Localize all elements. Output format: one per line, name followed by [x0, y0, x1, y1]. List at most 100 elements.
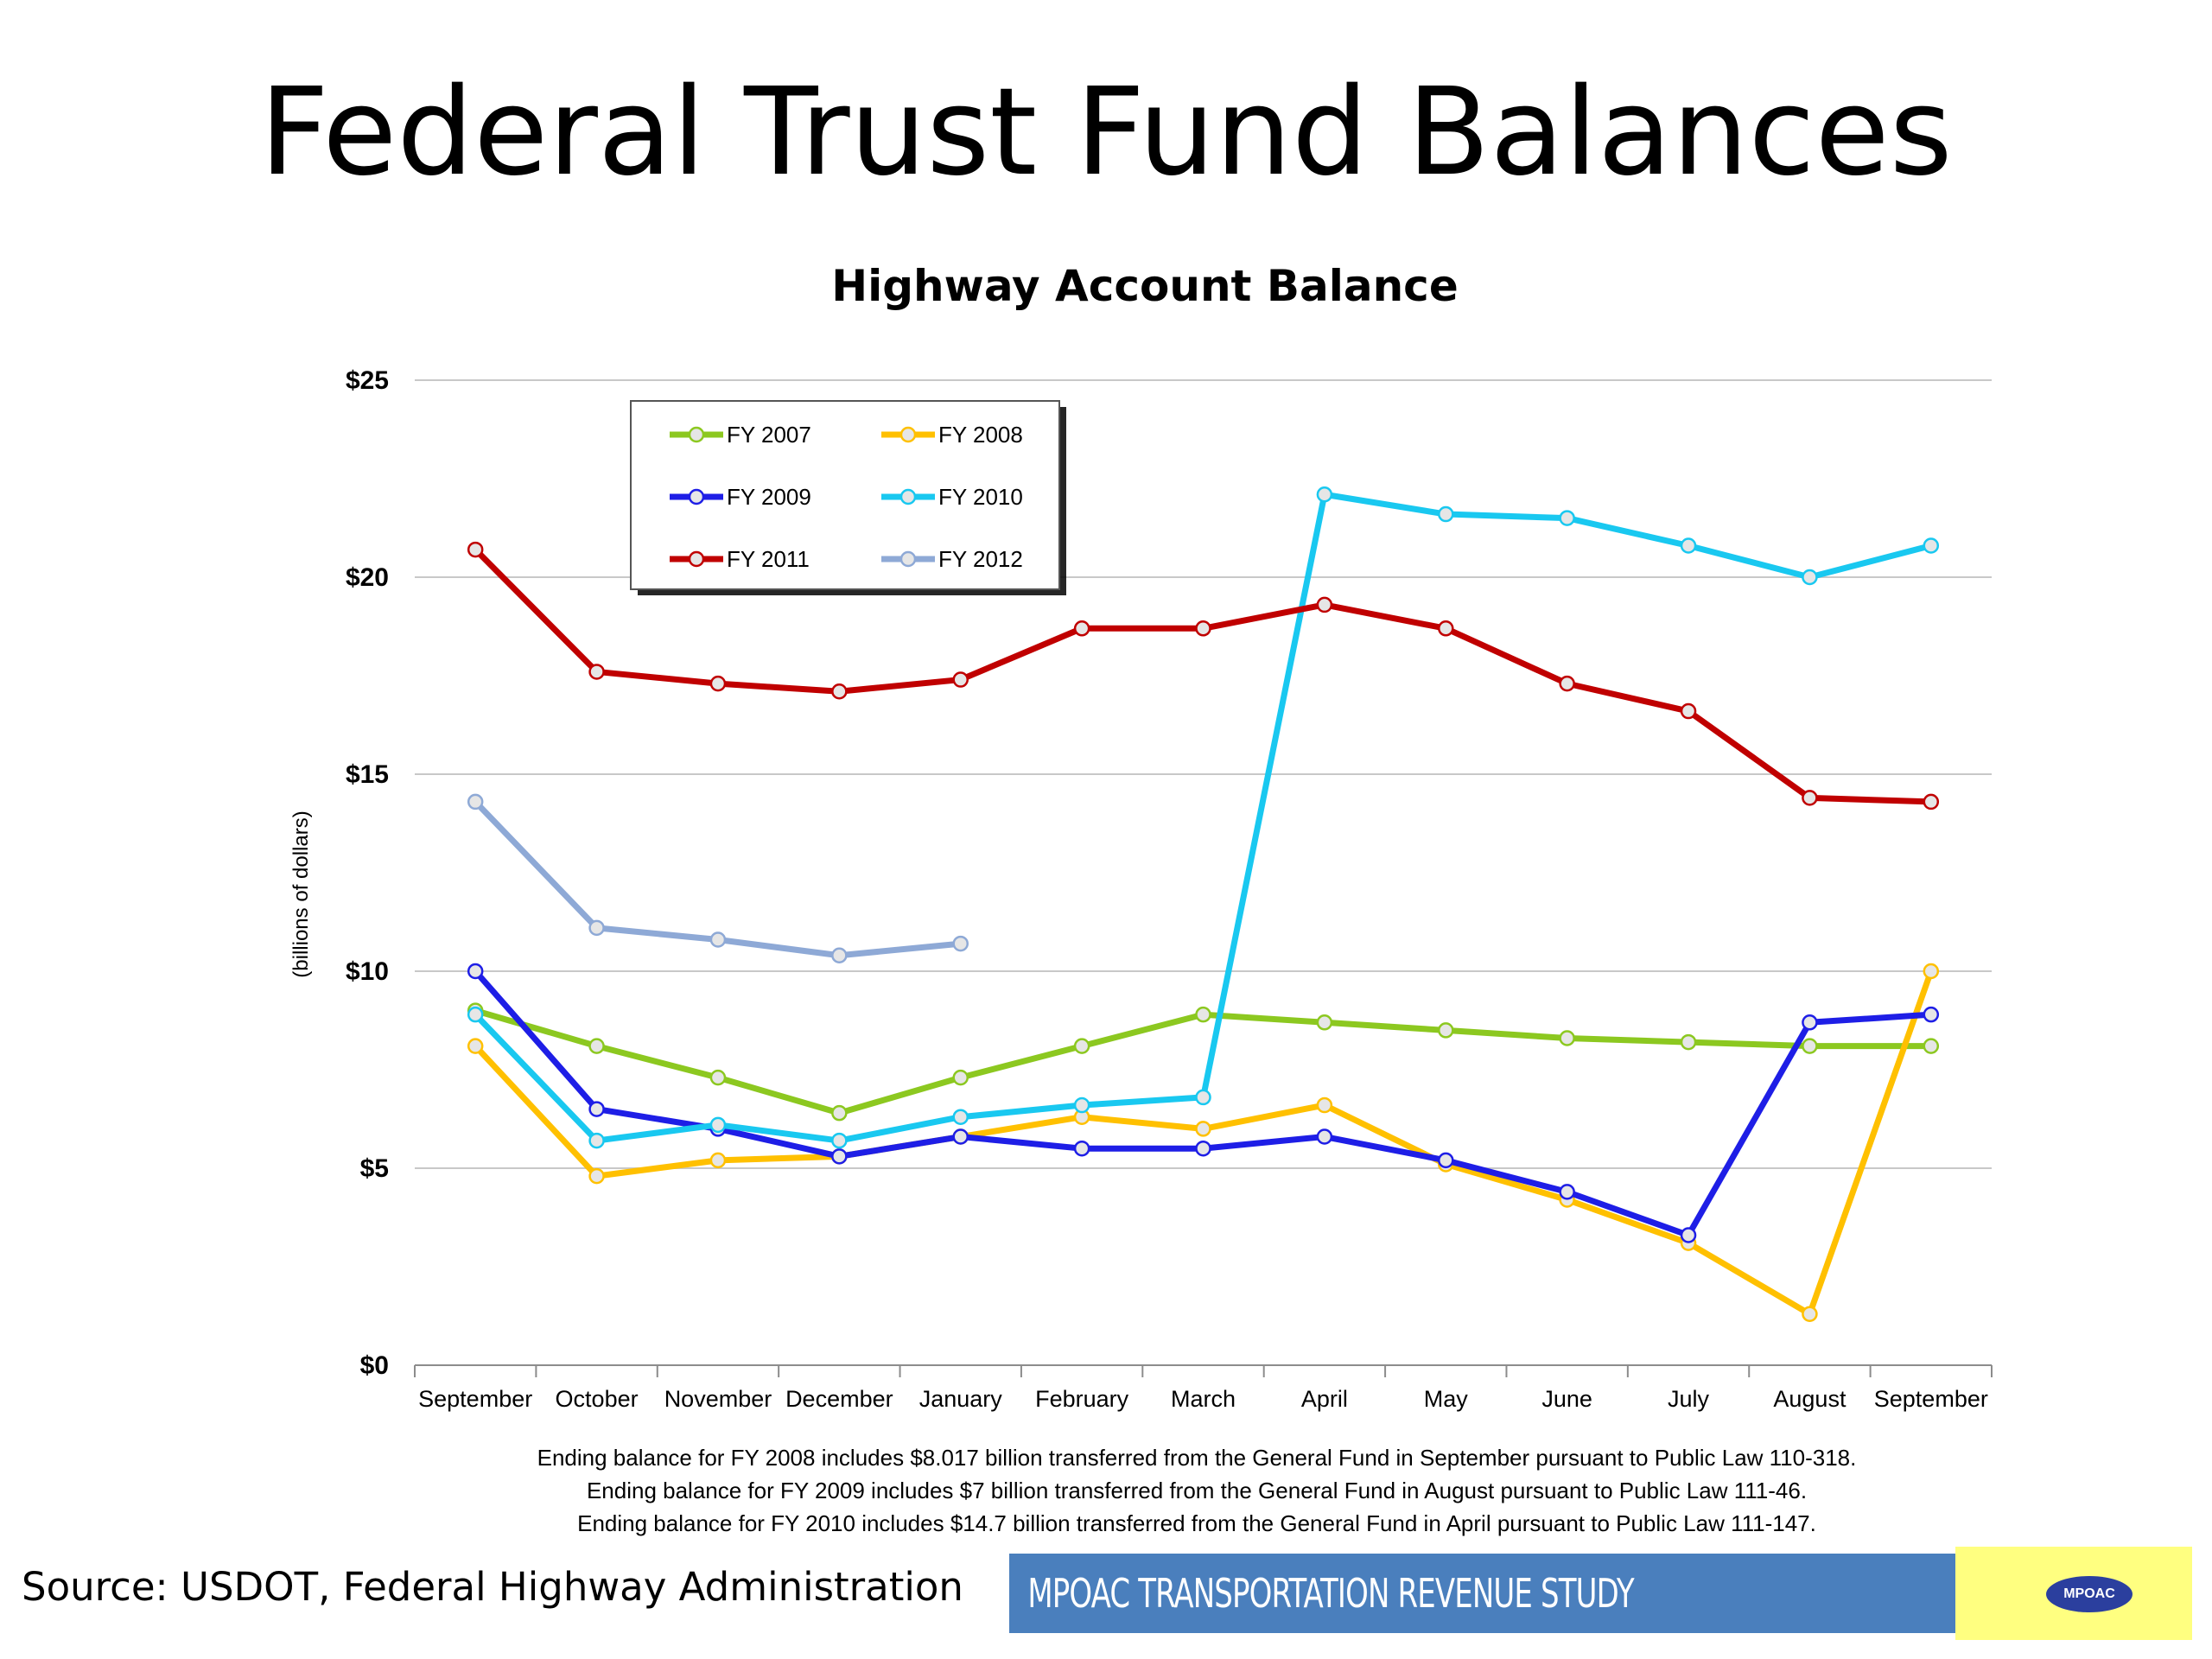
data-point	[1438, 1022, 1454, 1039]
y-tick-label: $0	[360, 1351, 389, 1380]
data-point	[1438, 620, 1454, 637]
x-tick-label: February	[1035, 1386, 1129, 1412]
y-tick-label: $10	[346, 957, 389, 986]
legend-swatch-marker	[899, 426, 917, 443]
legend-swatch-marker	[899, 550, 917, 568]
footnote-1: Ending balance for FY 2008 includes $8.0…	[537, 1445, 1857, 1471]
data-point	[1559, 1184, 1575, 1200]
data-point	[952, 935, 969, 952]
data-point	[1438, 1152, 1454, 1169]
data-point	[1316, 1096, 1333, 1114]
y-axis-label: (billions of dollars)	[289, 810, 313, 977]
legend-swatch-marker	[899, 488, 917, 505]
legend-label: FY 2007	[727, 422, 811, 448]
legend-swatch-marker	[688, 550, 705, 568]
data-point	[1195, 1089, 1211, 1106]
data-point	[831, 1104, 848, 1122]
x-tick-label: June	[1541, 1386, 1592, 1412]
x-tick-label: September	[1874, 1386, 1988, 1412]
data-point	[1195, 620, 1211, 637]
legend-label: FY 2012	[938, 546, 1023, 572]
data-point	[1195, 1121, 1211, 1137]
footnote-3: Ending balance for FY 2010 includes $14.…	[577, 1510, 1816, 1536]
data-point	[1680, 1227, 1697, 1243]
data-point	[952, 1109, 969, 1125]
data-point	[1559, 1030, 1575, 1046]
footnote-2: Ending balance for FY 2009 includes $7 b…	[586, 1478, 1808, 1503]
data-point	[1073, 620, 1090, 637]
data-point	[1559, 510, 1575, 526]
data-point	[709, 1069, 727, 1086]
study-banner: MPOAC TRANSPORTATION REVENUE STUDY	[1009, 1554, 1955, 1633]
data-point	[952, 1128, 969, 1145]
logo-box: MPOAC	[1955, 1547, 2192, 1640]
footnotes: Ending balance for FY 2008 includes $8.0…	[311, 1441, 2082, 1540]
slide-title: Federal Trust Fund Balances	[259, 62, 1953, 203]
x-tick-label: May	[1424, 1386, 1469, 1412]
x-tick-label: November	[664, 1386, 772, 1412]
data-point	[1802, 569, 1818, 586]
x-tick-label: April	[1301, 1386, 1348, 1412]
x-tick-label: July	[1668, 1386, 1710, 1412]
series-lines	[467, 486, 1940, 1322]
legend-swatch-marker	[688, 426, 705, 443]
legend-label: FY 2009	[727, 484, 811, 510]
data-point	[467, 1038, 484, 1054]
data-point	[1923, 537, 1940, 554]
chart-title: Highway Account Balance	[831, 261, 1458, 311]
data-point	[588, 1167, 605, 1185]
data-point	[709, 931, 727, 948]
data-point	[831, 1132, 848, 1149]
data-point	[588, 664, 605, 680]
banner-text: MPOAC TRANSPORTATION REVENUE STUDY	[1027, 1570, 1634, 1617]
data-point	[831, 683, 848, 700]
x-tick-label: December	[785, 1386, 893, 1412]
data-point	[1316, 1014, 1333, 1031]
data-point	[1802, 1038, 1818, 1054]
legend-label: FY 2010	[938, 484, 1023, 510]
data-point	[1438, 505, 1454, 523]
data-point	[1923, 793, 1940, 810]
data-point	[1923, 1038, 1940, 1054]
data-point	[1802, 1306, 1818, 1322]
data-point	[1802, 1014, 1818, 1031]
legend-swatch-marker	[688, 488, 705, 505]
axes: $0 $5 $10 $15 $20 $25 September October November…	[346, 366, 1993, 1412]
x-tick-label: August	[1773, 1386, 1847, 1412]
data-point	[709, 675, 727, 692]
data-point	[1559, 675, 1575, 692]
data-point	[588, 1132, 605, 1149]
y-tick-label: $15	[346, 760, 389, 789]
mpoac-logo: MPOAC	[2046, 1576, 2133, 1612]
legend-label: FY 2011	[727, 546, 810, 572]
legend: FY 2007 FY 2008 FY 2009 FY 2010 FY 2011 FY 20…	[630, 400, 1066, 595]
data-point	[709, 1152, 727, 1169]
y-tick-label: $5	[360, 1154, 389, 1183]
data-point	[588, 1101, 605, 1117]
data-point	[467, 963, 484, 980]
x-tick-label: March	[1171, 1386, 1236, 1412]
data-point	[1802, 790, 1818, 806]
x-tick-label: September	[418, 1386, 532, 1412]
data-point	[467, 1006, 484, 1023]
data-point	[1316, 486, 1333, 503]
data-point	[1316, 1128, 1333, 1145]
data-point	[1073, 1038, 1090, 1054]
data-point	[1195, 1006, 1211, 1023]
data-point	[1316, 596, 1333, 613]
data-point	[1923, 1006, 1940, 1023]
data-point	[1923, 963, 1940, 980]
data-point	[588, 1038, 605, 1054]
data-point	[1073, 1096, 1090, 1114]
x-tick-label: January	[919, 1386, 1003, 1412]
data-point	[831, 947, 848, 964]
data-point	[1680, 537, 1697, 554]
legend-label: FY 2008	[938, 422, 1023, 448]
data-point	[709, 1116, 727, 1134]
data-point	[1680, 1033, 1697, 1051]
y-tick-label: $25	[346, 366, 389, 395]
data-point	[952, 671, 969, 688]
data-point	[467, 541, 484, 558]
data-point	[467, 793, 484, 810]
